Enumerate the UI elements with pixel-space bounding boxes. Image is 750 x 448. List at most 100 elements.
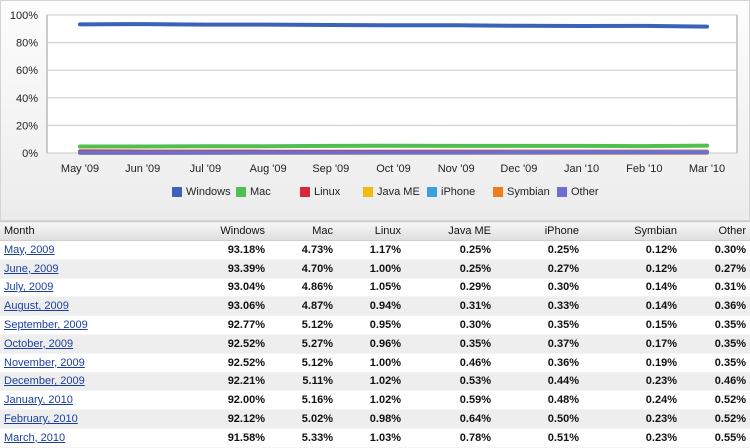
column-header: Mac xyxy=(269,222,337,241)
legend-item: Windows xyxy=(172,184,231,200)
month-link[interactable]: January, 2010 xyxy=(4,394,73,406)
month-link[interactable]: June, 2009 xyxy=(4,263,58,275)
value-cell: 5.12% xyxy=(269,353,337,372)
column-header: Other xyxy=(681,222,750,241)
value-cell: 0.35% xyxy=(681,334,750,353)
month-link[interactable]: December, 2009 xyxy=(4,375,85,387)
column-header: Symbian xyxy=(583,222,681,241)
value-cell: 5.02% xyxy=(269,410,337,429)
table-header-row: Month Windows Mac Linux Java ME iPhone S… xyxy=(0,222,750,241)
value-cell: 0.14% xyxy=(583,278,681,297)
value-cell: 1.03% xyxy=(337,428,405,447)
month-cell: December, 2009 xyxy=(0,372,112,391)
month-cell: October, 2009 xyxy=(0,334,112,353)
legend-swatch xyxy=(493,187,503,197)
column-header: Windows xyxy=(112,222,269,241)
column-header: Linux xyxy=(337,222,405,241)
legend-swatch xyxy=(427,187,437,197)
legend-item: Mac xyxy=(236,184,271,200)
value-cell: 0.95% xyxy=(337,316,405,335)
value-cell: 92.52% xyxy=(112,353,269,372)
value-cell: 1.02% xyxy=(337,372,405,391)
value-cell: 1.00% xyxy=(337,259,405,278)
month-cell: August, 2009 xyxy=(0,297,112,316)
value-cell: 5.33% xyxy=(269,428,337,447)
value-cell: 5.12% xyxy=(269,316,337,335)
month-link[interactable]: July, 2009 xyxy=(4,281,53,293)
value-cell: 0.52% xyxy=(681,391,750,410)
month-cell: February, 2010 xyxy=(0,410,112,429)
x-tick-label: Mar '10 xyxy=(689,163,725,175)
value-cell: 0.25% xyxy=(405,259,495,278)
legend-item: iPhone xyxy=(427,184,475,200)
legend-item: Linux xyxy=(300,184,340,200)
legend-label: Symbian xyxy=(507,186,550,198)
month-link[interactable]: February, 2010 xyxy=(4,413,78,425)
month-cell: June, 2009 xyxy=(0,259,112,278)
legend-swatch xyxy=(236,187,246,197)
month-link[interactable]: September, 2009 xyxy=(4,319,88,331)
value-cell: 93.06% xyxy=(112,297,269,316)
month-link[interactable]: May, 2009 xyxy=(4,244,55,256)
column-header: iPhone xyxy=(495,222,583,241)
column-header: Java ME xyxy=(405,222,495,241)
value-cell: 0.14% xyxy=(583,297,681,316)
value-cell: 1.02% xyxy=(337,391,405,410)
month-link[interactable]: October, 2009 xyxy=(4,338,73,350)
month-link[interactable]: November, 2009 xyxy=(4,357,85,369)
value-cell: 5.11% xyxy=(269,372,337,391)
legend-label: Other xyxy=(571,186,599,198)
value-cell: 5.27% xyxy=(269,334,337,353)
month-cell: November, 2009 xyxy=(0,353,112,372)
value-cell: 0.23% xyxy=(583,410,681,429)
value-cell: 91.58% xyxy=(112,428,269,447)
value-cell: 0.25% xyxy=(405,241,495,260)
month-cell: July, 2009 xyxy=(0,278,112,297)
legend-item: Symbian xyxy=(493,184,550,200)
y-tick-label: 80% xyxy=(16,38,38,50)
y-tick-label: 0% xyxy=(22,148,38,160)
value-cell: 0.33% xyxy=(495,297,583,316)
value-cell: 0.44% xyxy=(495,372,583,391)
value-cell: 0.35% xyxy=(681,353,750,372)
value-cell: 0.64% xyxy=(405,410,495,429)
month-link[interactable]: March, 2010 xyxy=(4,432,65,444)
legend-swatch xyxy=(557,187,567,197)
value-cell: 4.70% xyxy=(269,259,337,278)
value-cell: 0.30% xyxy=(405,316,495,335)
plot-area xyxy=(47,15,737,153)
value-cell: 93.04% xyxy=(112,278,269,297)
x-tick-label: Oct '09 xyxy=(376,163,411,175)
y-tick-label: 60% xyxy=(16,65,38,77)
x-tick-label: Nov '09 xyxy=(438,163,475,175)
value-cell: 0.98% xyxy=(337,410,405,429)
month-cell: May, 2009 xyxy=(0,241,112,260)
value-cell: 0.59% xyxy=(405,391,495,410)
value-cell: 0.31% xyxy=(405,297,495,316)
legend-item: Other xyxy=(557,184,599,200)
value-cell: 1.05% xyxy=(337,278,405,297)
value-cell: 0.35% xyxy=(681,316,750,335)
value-cell: 0.48% xyxy=(495,391,583,410)
value-cell: 0.35% xyxy=(495,316,583,335)
value-cell: 0.46% xyxy=(681,372,750,391)
value-cell: 0.55% xyxy=(681,428,750,447)
value-cell: 0.94% xyxy=(337,297,405,316)
x-tick-label: May '09 xyxy=(61,163,99,175)
table-row: August, 2009 93.06%4.87%0.94%0.31%0.33%0.… xyxy=(0,297,750,316)
month-link[interactable]: August, 2009 xyxy=(4,300,69,312)
value-cell: 0.37% xyxy=(495,334,583,353)
value-cell: 4.87% xyxy=(269,297,337,316)
value-cell: 93.39% xyxy=(112,259,269,278)
legend-swatch xyxy=(300,187,310,197)
value-cell: 92.21% xyxy=(112,372,269,391)
value-cell: 0.19% xyxy=(583,353,681,372)
legend-swatch xyxy=(172,187,182,197)
x-tick-label: Jan '10 xyxy=(564,163,599,175)
